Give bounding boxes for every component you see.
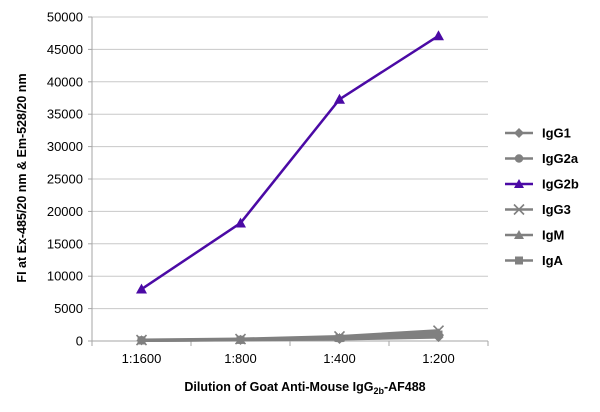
y-tick-label: 40000 <box>47 74 83 89</box>
y-tick-label: 25000 <box>47 172 83 187</box>
legend-label: IgG1 <box>542 126 571 141</box>
legend-marker <box>515 256 523 265</box>
x-axis-title-main: Dilution of Goat Anti-Mouse IgG <box>184 380 373 394</box>
x-axis-title-tail: -AF488 <box>384 380 426 394</box>
legend-marker <box>514 179 524 188</box>
legend-item-IgG2a: IgG2a <box>505 151 579 166</box>
gridlines <box>92 16 488 310</box>
y-tick-label: 50000 <box>47 10 83 25</box>
legend-marker <box>514 230 524 239</box>
y-tick-label: 20000 <box>47 204 83 219</box>
series-line <box>140 34 440 291</box>
series-IgG2b <box>136 30 444 294</box>
legend-item-IgG2b: IgG2b <box>505 177 579 192</box>
x-tick-labels: 1:1600 1:800 1:400 1:200 <box>122 351 455 366</box>
data-point <box>335 334 344 343</box>
series-line <box>141 333 439 342</box>
data-point <box>137 336 146 345</box>
legend-item-IgA: IgA <box>505 253 564 268</box>
legend-label: IgG3 <box>542 202 571 217</box>
data-point <box>136 283 147 294</box>
axes <box>88 16 489 346</box>
y-tick-label: 45000 <box>47 42 83 57</box>
legend-item-IgM: IgM <box>505 228 564 243</box>
x-tick-label: 1:1600 <box>122 351 162 366</box>
plot-area <box>135 30 445 346</box>
data-point <box>235 217 246 228</box>
y-tick-label: 10000 <box>47 269 83 284</box>
legend-label: IgM <box>542 228 564 243</box>
data-point <box>334 93 345 104</box>
x-tick-label: 1:400 <box>323 351 356 366</box>
legend-label: IgG2b <box>542 177 579 192</box>
x-tick-label: 1:800 <box>224 351 257 366</box>
legend-marker <box>514 128 524 138</box>
legend-item-IgG1: IgG1 <box>505 126 571 141</box>
y-tick-label: 0 <box>76 334 83 349</box>
x-axis-title-subscript: 2b <box>373 386 384 396</box>
y-tick-label: 35000 <box>47 107 83 122</box>
x-tick-label: 1:200 <box>422 351 455 366</box>
y-tick-label: 15000 <box>47 236 83 251</box>
data-point <box>433 30 444 41</box>
legend-item-IgG3: IgG3 <box>505 202 571 217</box>
legend: IgG1 IgG2a IgG2b IgG3 IgM IgA <box>505 126 579 268</box>
legend-marker <box>514 154 524 163</box>
x-axis-title: Dilution of Goat Anti-Mouse IgG2b-AF488 <box>184 380 425 396</box>
y-tick-label: 30000 <box>47 139 83 154</box>
series-IgA <box>137 330 443 345</box>
y-tick-label: 5000 <box>54 301 83 316</box>
legend-marker <box>513 203 525 216</box>
data-point <box>434 330 443 339</box>
y-tick-labels: 0 5000 10000 15000 20000 25000 30000 35000 40000… <box>47 10 83 349</box>
legend-label: IgG2a <box>542 151 579 166</box>
legend-label: IgA <box>542 253 564 268</box>
y-axis-title: FI at Ex-485/20 nm & Em-528/20 nm <box>15 73 29 282</box>
data-point <box>236 335 245 344</box>
